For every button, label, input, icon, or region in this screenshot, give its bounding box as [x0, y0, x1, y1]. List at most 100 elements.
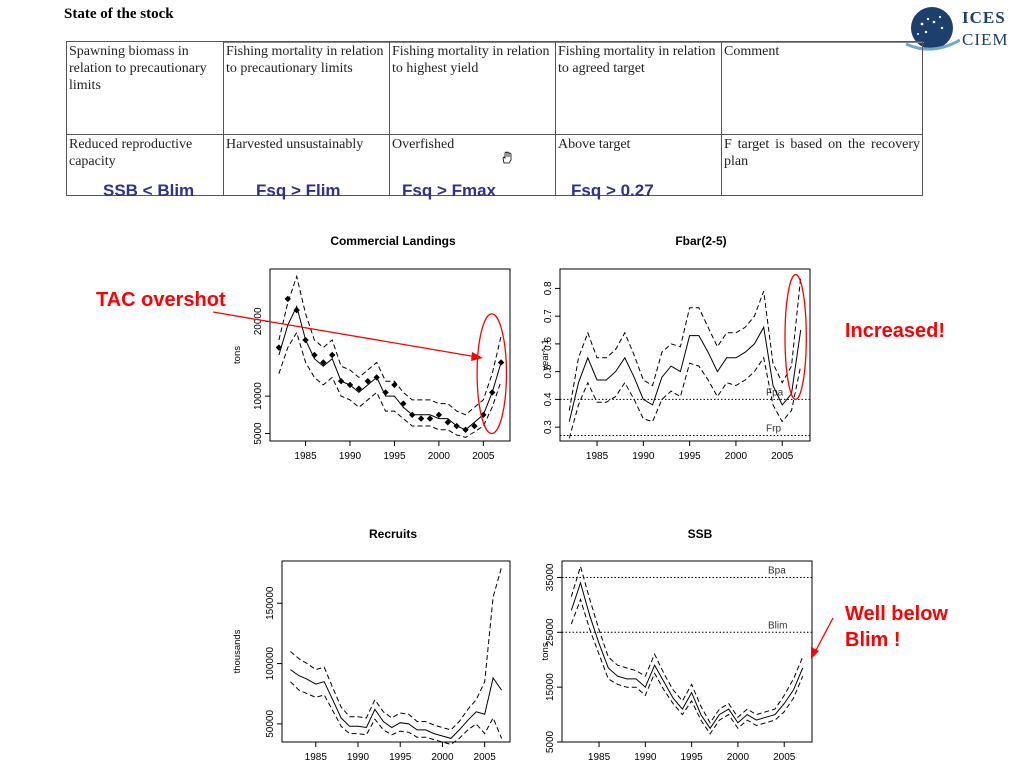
data-point [337, 377, 345, 385]
confidence-band-line [570, 564, 804, 724]
blim-arrowhead [811, 647, 819, 659]
data-point [409, 411, 416, 419]
x-tick-label: 2005 [773, 752, 796, 763]
table-cell: Above target [555, 134, 722, 196]
reference-line-label: Blim [768, 620, 787, 631]
y-tick-label: 25000 [545, 618, 556, 646]
data-point [364, 377, 371, 385]
chart-title: SSB [688, 527, 713, 541]
y-tick-label: 20000 [253, 307, 264, 335]
tac-overshot-annotation: TAC overshot [96, 289, 226, 311]
highlight-ellipse [784, 273, 807, 401]
chart-title: Commercial Landings [330, 234, 456, 248]
x-tick-label: 1990 [347, 752, 370, 763]
increased-annotation: Increased! [845, 320, 946, 342]
data-point [453, 422, 460, 430]
confidence-band-line [290, 566, 503, 731]
data-point [426, 415, 434, 422]
x-tick-label: 1995 [681, 752, 704, 763]
reference-line-label: Fpa [766, 387, 784, 398]
table-header-cell: Comment [721, 41, 923, 135]
blim-arrow [814, 617, 834, 653]
ices-logo: ICES CIEM [904, 4, 1022, 54]
x-tick-label: 2000 [428, 451, 451, 462]
tac-arrowhead [471, 352, 483, 361]
confidence-band-line [568, 356, 802, 439]
data-point [489, 389, 496, 396]
confidence-band-line [278, 274, 502, 416]
data-point [471, 422, 478, 430]
y-tick-label: 0.4 [543, 392, 554, 406]
data-point [391, 381, 398, 389]
data-point [373, 374, 380, 381]
y-tick-label: 150000 [265, 586, 276, 620]
data-point [293, 306, 300, 314]
confidence-band-line [278, 331, 502, 438]
y-tick-label: 10000 [253, 382, 264, 410]
fmax-status-label: Fsq > Fmax [402, 181, 497, 200]
chart-title: Fbar(2-5) [675, 234, 726, 248]
y-axis-label: thousands [232, 629, 243, 673]
y-tick-label: 0.3 [543, 420, 554, 434]
plot-frame [281, 560, 511, 743]
chart-title: Recruits [369, 527, 417, 541]
x-tick-label: 2005 [474, 752, 497, 763]
estimate-line [570, 581, 804, 730]
table-cell: Reduced reproductive capacity [66, 134, 224, 196]
x-tick-label: 1995 [383, 451, 406, 462]
data-point [382, 389, 389, 396]
table-cell: Overfished [389, 134, 556, 196]
table-cell: F target is based on the recovery plan [721, 134, 923, 196]
table-header-cell: Fishing mortality in relation to highest… [389, 41, 556, 135]
x-tick-label: 1985 [294, 451, 317, 462]
data-point [311, 351, 318, 359]
logo-text-ices: ICES [962, 8, 1006, 27]
y-tick-label: 15000 [545, 673, 556, 701]
data-point [462, 426, 469, 433]
y-tick-label: 5000 [545, 730, 556, 753]
y-tick-label: 0.6 [543, 337, 554, 351]
x-tick-label: 1985 [588, 752, 611, 763]
estimate-line [278, 304, 502, 431]
stock-status-table: Spawning biomass in relation to precauti… [66, 41, 923, 196]
y-tick-label: 0.5 [543, 364, 554, 378]
data-point [355, 385, 363, 392]
x-tick-label: 2000 [727, 752, 750, 763]
x-tick-label: 1990 [339, 451, 362, 462]
y-tick-label: 0.8 [543, 281, 554, 295]
well-below-blim-annotation: Well below Blim ! [845, 603, 948, 651]
ssb-status-label: SSB < Blim [103, 181, 195, 200]
data-point [497, 359, 505, 366]
y-tick-label: 100000 [265, 646, 276, 680]
x-tick-label: 1995 [679, 451, 702, 462]
y-tick-label: 5000 [253, 422, 264, 445]
data-point [284, 295, 291, 303]
table-row: Reduced reproductive capacity Harvested … [66, 134, 923, 196]
tac-arrow [212, 311, 478, 358]
y-axis-label: tons [540, 642, 551, 660]
ices-globe-icon [905, 7, 960, 51]
plot-frame [559, 268, 811, 442]
logo-text-ciem: CIEM [962, 30, 1009, 49]
y-axis-label: year^-1 [540, 339, 551, 370]
table-header-cell: Spawning biomass in relation to precauti… [66, 41, 224, 135]
reference-line-label: Frp [766, 423, 781, 434]
page-title: State of the stock [64, 6, 174, 22]
confidence-band-line [290, 681, 503, 745]
x-tick-label: 1985 [586, 451, 609, 462]
table-cell: Harvested unsustainably [223, 134, 390, 196]
x-tick-label: 2005 [472, 451, 495, 462]
data-point [444, 419, 451, 426]
data-point [435, 411, 443, 419]
x-tick-label: 1990 [634, 752, 657, 763]
y-axis-label: tons [232, 346, 243, 364]
data-point [329, 351, 336, 359]
data-point [417, 415, 425, 422]
x-tick-label: 2005 [771, 451, 794, 462]
y-tick-label: 0.7 [543, 309, 554, 323]
reference-line-label: Bpa [768, 565, 786, 576]
ftarget-status-label: Fsq > 0.27 [571, 181, 654, 200]
table-header-row: Spawning biomass in relation to precauti… [66, 41, 923, 135]
x-tick-label: 2000 [431, 752, 454, 763]
data-point [320, 359, 327, 366]
